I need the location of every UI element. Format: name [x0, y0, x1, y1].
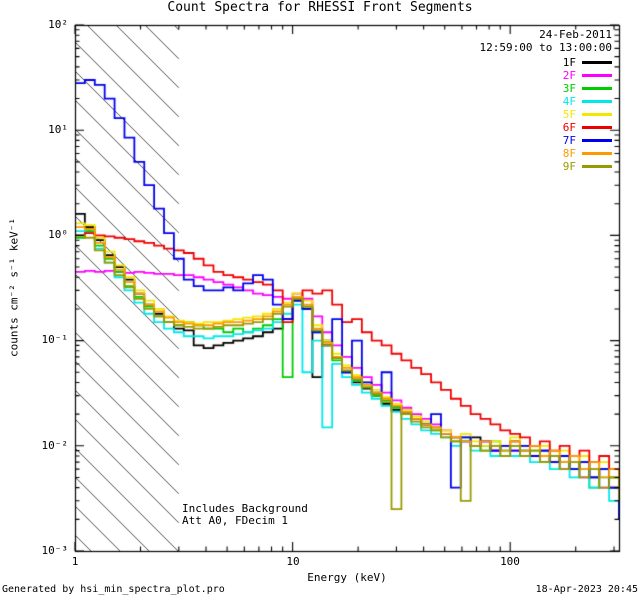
legend-item-6f: 6F [563, 121, 612, 134]
legend-line-sample [582, 100, 612, 103]
y-tick-label-1e1: 10¹ [48, 123, 68, 136]
legend-label: 4F [562, 95, 576, 108]
legend-label: 2F [562, 69, 576, 82]
legend-line-sample [582, 152, 612, 155]
legend-line-sample [582, 139, 612, 142]
x-axis-label: Energy (keV) [307, 571, 387, 584]
background-note: Includes Background [182, 502, 308, 515]
legend-item-8f: 8F [563, 147, 612, 160]
legend-item-2f: 2F [563, 69, 612, 82]
page-title: Count Spectra for RHESSI Front Segments [167, 0, 473, 15]
legend-item-4f: 4F [563, 95, 612, 108]
y-tick-label-1e0: 10⁰ [48, 228, 68, 241]
observation-date: 24-Feb-2011 [539, 28, 612, 41]
legend-item-9f: 9F [563, 160, 612, 173]
generation-timestamp: 18-Apr-2023 20:45 [535, 584, 638, 595]
x-tick-label-100: 100 [500, 555, 520, 568]
legend-line-sample [582, 165, 612, 168]
y-tick-label-1e-1: 10⁻¹ [41, 333, 69, 346]
y-axis-label: counts cm⁻² s⁻¹ keV⁻¹ [7, 217, 21, 358]
x-tick-label-10: 10 [286, 555, 300, 568]
attenuator-note: Att A0, FDecim 1 [182, 514, 288, 527]
legend-line-sample [582, 113, 612, 116]
legend-label: 8F [562, 147, 576, 160]
legend-line-sample [582, 126, 612, 129]
legend-label: 1F [562, 56, 576, 69]
legend-label: 6F [562, 121, 576, 134]
legend-label: 5F [562, 108, 576, 121]
y-tick-label-1e-2: 10⁻² [41, 439, 69, 452]
legend-line-sample [582, 74, 612, 77]
y-tick-label-1e-3: 10⁻³ [41, 544, 69, 557]
legend: 1F 2F 3F 4F 5F 6F 7F 8F [563, 56, 612, 173]
legend-label: 3F [562, 82, 576, 95]
legend-label: 9F [562, 160, 576, 173]
legend-label: 7F [562, 134, 576, 147]
legend-item-1f: 1F [563, 56, 612, 69]
x-tick-label-1: 1 [71, 555, 79, 568]
legend-item-5f: 5F [563, 108, 612, 121]
generated-by-note: Generated by hsi_min_spectra_plot.pro [2, 584, 225, 595]
legend-line-sample [582, 87, 612, 90]
legend-line-sample [582, 61, 612, 64]
legend-item-3f: 3F [563, 82, 612, 95]
observation-time-range: 12:59:00 to 13:00:00 [479, 41, 612, 54]
y-tick-label-1e2: 10² [48, 18, 68, 31]
legend-item-7f: 7F [563, 134, 612, 147]
